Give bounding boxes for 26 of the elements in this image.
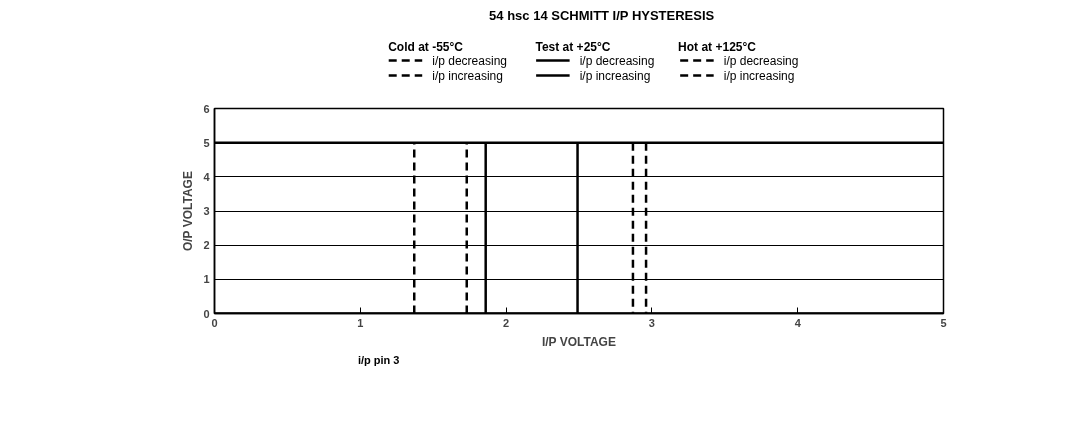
text: Cold at -55°C	[388, 39, 464, 54]
y-tick-label: 1	[203, 273, 210, 286]
y-tick-label: 0	[203, 307, 210, 320]
y-tick-label: 4	[203, 170, 211, 183]
x-axis-title: I/P VOLTAGE	[541, 334, 616, 349]
y-tick-label: 5	[203, 136, 210, 149]
text: i/p pin 3	[357, 353, 400, 366]
legend-label: i/p increasing	[579, 68, 651, 83]
chart-title: 54 hsc 14 SCHMITT I/P HYSTERESIS	[489, 7, 715, 23]
legend-label: i/p decreasing	[723, 53, 799, 68]
legend-label: i/p increasing	[432, 68, 503, 83]
y-axis-title: O/P VOLTAGE	[181, 171, 196, 252]
x-tick-label: 2	[503, 316, 510, 329]
x-tick-label: 0	[211, 316, 218, 329]
x-tick-label: 1	[357, 316, 364, 329]
legend-label: i/p decreasing	[432, 53, 507, 68]
y-tick-label: 2	[203, 239, 210, 252]
x-tick-label: 4	[794, 316, 802, 329]
x-tick-label: 5	[940, 316, 947, 329]
legend-label: i/p increasing	[723, 68, 795, 83]
y-tick-label: 6	[203, 102, 210, 115]
y-tick-label: 3	[203, 205, 210, 217]
legend-label: i/p decreasing	[579, 53, 655, 68]
text: Test at +25°C	[535, 39, 611, 54]
text: Hot at +125°C	[678, 39, 757, 54]
x-tick-label: 3	[648, 316, 655, 329]
